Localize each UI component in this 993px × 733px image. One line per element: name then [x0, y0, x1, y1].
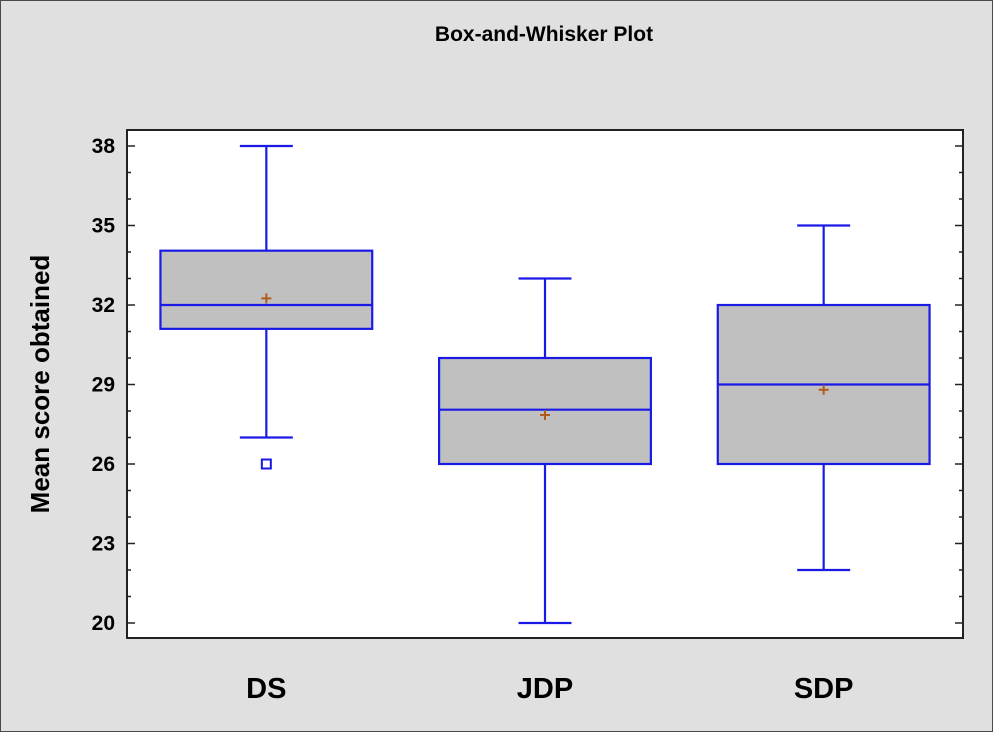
y-tick-label: 32	[92, 294, 115, 317]
y-tick-labels: 20 23 26 29 32 35 38	[92, 135, 116, 635]
outlier-point	[260, 458, 272, 470]
x-tick-label: DS	[246, 673, 286, 705]
box-sdp	[716, 224, 931, 572]
chart-title: Box-and-Whisker Plot	[435, 23, 653, 46]
y-tick-label: 23	[92, 533, 115, 556]
boxes-group	[159, 144, 931, 625]
box-ds	[159, 144, 374, 470]
y-tick-label: 38	[92, 135, 116, 158]
y-tick-label: 35	[92, 215, 116, 238]
y-tick-label: 26	[92, 453, 115, 476]
box-jdp	[438, 277, 652, 625]
y-axis-label: Mean score obtained	[25, 255, 55, 514]
iqr-box	[159, 249, 374, 330]
x-tick-label: SDP	[794, 673, 854, 705]
y-tick-label: 20	[92, 612, 115, 635]
axis-ticks	[127, 145, 963, 624]
y-tick-label: 29	[92, 374, 115, 397]
x-tick-label: JDP	[517, 673, 573, 705]
x-tick-labels: DS JDP SDP	[246, 673, 853, 705]
